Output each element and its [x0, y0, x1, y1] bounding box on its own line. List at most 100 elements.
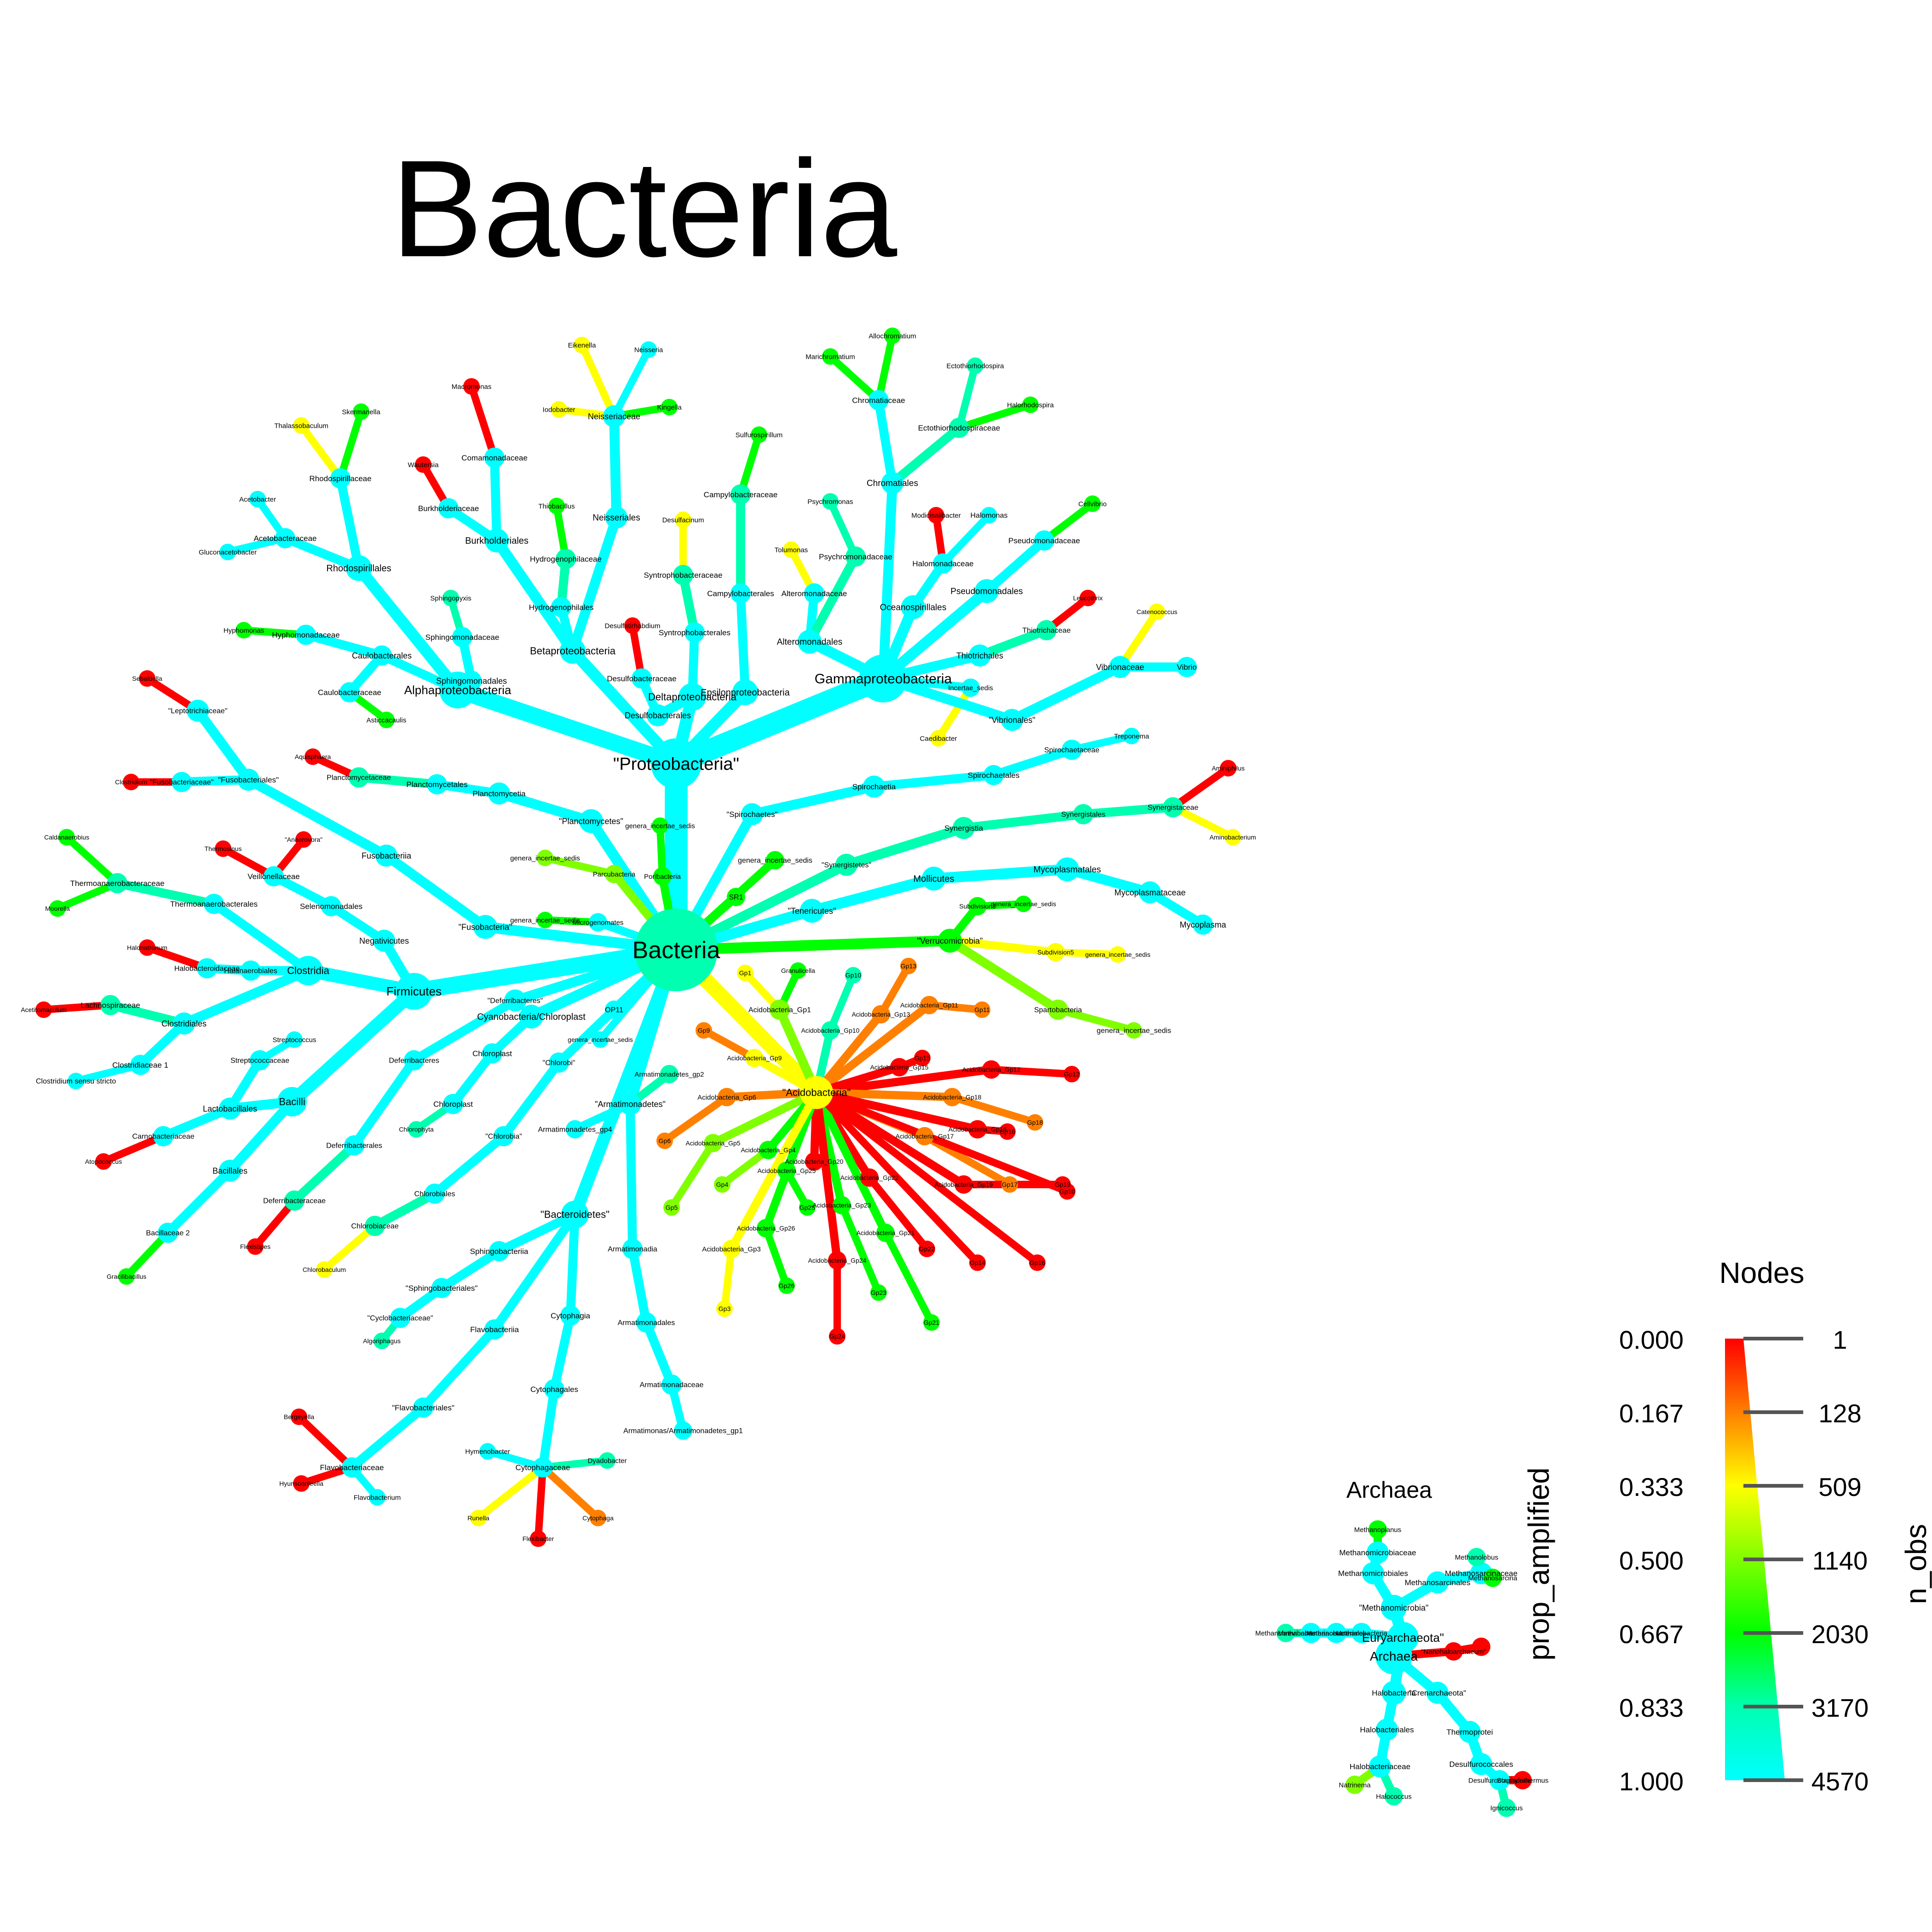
node-acido_gp21: [876, 1224, 895, 1242]
label-streptococcus: Streptococcus: [272, 1036, 316, 1044]
edge-thermoanaerobacterales: [209, 899, 313, 975]
node-halobacteriales: [1376, 1719, 1398, 1741]
label-sphingobacteriales: "Sphingobacteriales": [406, 1284, 478, 1293]
node-clostridium_fuso: [123, 774, 139, 790]
label-acido_gp11: Acidobacteria_Gp11: [900, 1001, 958, 1009]
node-methanomicrobia: [1381, 1595, 1407, 1621]
label-caldanaerobius: Caldanaerobius: [44, 834, 89, 841]
label-acido_gp16: Acidobacteria_Gp16: [949, 1126, 1007, 1133]
label-gp10: Gp10: [845, 972, 861, 979]
label-modicisalibacter: Modicisalibacter: [911, 512, 961, 519]
label-flavobacteriaceae: Flavobacteriaceae: [320, 1463, 384, 1472]
edge-hyphomonas: [240, 626, 310, 639]
node-spartobacteria: [1048, 1000, 1068, 1020]
node-bacillaceae2: [158, 1223, 178, 1243]
label-fusobacteriia: Fusobacteriia: [362, 851, 412, 860]
edge-armatimonadia: [626, 1099, 637, 1254]
node-kingella: [661, 399, 678, 415]
label-sebaldella: Sebaldella: [132, 675, 162, 682]
node-gluconacetobacter: [219, 544, 236, 560]
label-genera_is_micro: genera_incertae_sedis: [510, 916, 580, 924]
node-acido_gp24: [828, 1251, 846, 1270]
label-pseudomonadaceae: Pseudomonadaceae: [1008, 536, 1080, 545]
node-negativicutes: [373, 930, 395, 952]
label-atopococcus: Atopococcus: [85, 1158, 122, 1165]
label-acido_gp1: Acidobacteria_Gp1: [748, 1006, 811, 1014]
label-eikenella: Eikenella: [568, 341, 597, 349]
chart-title: Bacteria: [391, 131, 897, 286]
node-thiotrichaceae: [1036, 620, 1057, 640]
node-sebaldella: [139, 670, 155, 687]
node-planctomycetaceae: [349, 767, 369, 788]
label-desulfurococcaceae: Desulfurococcaceae: [1468, 1777, 1531, 1784]
label-poribacteria: Poribacteria: [644, 873, 681, 880]
label-gp22: Gp22: [919, 1245, 935, 1253]
label-armatimonas: Armatimonas/Armatimonadetes_gp1: [623, 1427, 743, 1435]
label-deferribacterales: Deferribacterales: [326, 1142, 382, 1150]
label-rhodospirillaceae: Rhodospirillaceae: [309, 474, 371, 483]
label-acido_gp22: Acidobacteria_Gp22: [840, 1174, 899, 1181]
node-sphingobacteriales: [431, 1278, 452, 1298]
edge-firmicutes: [406, 942, 684, 1000]
node-acido_gp23: [833, 1196, 851, 1214]
node-sphingomonadaceae: [452, 627, 472, 647]
node-natrinema: [1346, 1776, 1364, 1794]
node-gp22: [919, 1241, 935, 1257]
label-vibrionaceae: Vibrionaceae: [1096, 662, 1144, 672]
node-fusobacteriia: [375, 845, 397, 867]
node-leptotrichiaceae: [187, 700, 209, 722]
legend-color-tick-6: 1.000: [1619, 1767, 1684, 1796]
node-spirochaetaceae: [1062, 740, 1082, 760]
label-desulfurococcales: Desulfurococcales: [1449, 1760, 1513, 1769]
label-synergistia: Synergistia: [944, 824, 983, 833]
label-sulfurospirillum: Sulfurospirillum: [736, 431, 783, 439]
edge-bacteroidetes: [569, 943, 683, 1221]
node-modicisalibacter: [928, 507, 944, 523]
edge-fusobacteriia: [381, 851, 490, 932]
node-caulobacteraceae: [339, 682, 360, 702]
label-prot: "Proteobacteria": [613, 754, 739, 774]
tree-nodes: [35, 328, 1532, 1817]
label-methanomicrobiales: Methanomicrobiales: [1338, 1569, 1408, 1578]
edge-pseudomonadaceae: [982, 536, 1049, 596]
edge-gp22: [865, 1173, 931, 1253]
label-gp10b: Gp10: [1059, 1188, 1075, 1195]
label-eury: Euryarchaeota": [1362, 1631, 1444, 1644]
node-bergeyella: [291, 1409, 307, 1425]
label-genera_is_sub3: genera_incertae_sedis: [991, 900, 1056, 908]
node-cytophagaceae: [533, 1457, 553, 1478]
node-acido_gp15: [890, 1058, 908, 1076]
label-acido_gp25: Acidobacteria_Gp25: [758, 1167, 816, 1174]
label-selenomonadales: Selenomonadales: [300, 902, 362, 911]
edge-acetobacteraceae: [281, 534, 363, 573]
label-leptotrichiaceae: "Leptotrichiaceae": [168, 707, 228, 715]
label-iodobacter: Iodobacter: [543, 406, 575, 414]
label-hymenobacter_flavo: Hyunsoonleella: [279, 1480, 323, 1487]
node-alteromonadales: [798, 630, 822, 654]
label-deferribacteres: "Deferribacteres": [488, 997, 543, 1005]
edge-rhodospirillales: [353, 562, 464, 696]
label-desulfacinum: Desulfacinum: [662, 516, 704, 524]
label-gp1: Gp1: [739, 969, 752, 977]
label-tenericutes: "Tenericutes": [788, 906, 836, 915]
edge-synergistales: [959, 810, 1088, 833]
node-chloroplast: [482, 1043, 502, 1064]
node-mycoplasmatales: [1055, 857, 1079, 881]
node-deferribacteres: [504, 989, 526, 1012]
label-burkholderiales: Burkholderiales: [465, 536, 529, 546]
label-burkholderiaceae: Burkholderiaceae: [418, 504, 479, 513]
label-gp19: Gp19: [1055, 1181, 1070, 1188]
label-aminobacterium: Aminobacterium: [1209, 834, 1256, 841]
label-verrucomicrobia: "Verrucomicrobia": [917, 936, 983, 945]
edge-moorella: [53, 879, 121, 913]
node-dyadobacter: [599, 1452, 615, 1469]
node-hymenobacter_flavo: [293, 1475, 310, 1492]
edge-acido_gp3: [727, 1088, 821, 1253]
label-flavobacteriales: "Flavobacteriales": [392, 1403, 454, 1412]
edge-bergeyella: [295, 1413, 356, 1472]
node-halorhodospira: [1022, 397, 1039, 413]
node-mycoplasmataceae: [1139, 881, 1161, 903]
edge-runella: [474, 1463, 547, 1522]
